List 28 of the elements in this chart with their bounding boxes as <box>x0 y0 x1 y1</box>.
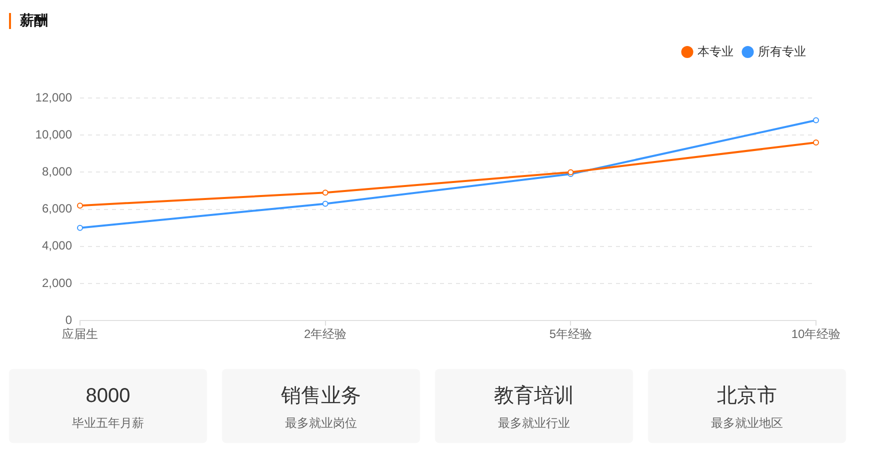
text: 教育培训 <box>493 384 575 409</box>
text: 毕业五年月薪 <box>71 415 145 431</box>
text: 最多就业岗位 <box>284 415 358 431</box>
legend-label: 所有专业 <box>758 44 806 58</box>
x-tick-label: 5年经验 <box>549 327 592 342</box>
point <box>813 117 819 124</box>
y-tick-label: 0 <box>65 312 72 327</box>
point <box>322 200 328 207</box>
point <box>322 190 328 196</box>
point <box>77 202 83 209</box>
y-tick-label: 6,000 <box>42 202 72 216</box>
x-tick-label: 10年经验 <box>791 327 841 342</box>
point <box>77 224 83 231</box>
x-tick-label: 2年经验 <box>304 327 347 342</box>
x-tick-label: 应届生 <box>62 327 98 342</box>
y-tick-label: 4,000 <box>42 238 72 253</box>
y-tick-label: 10,000 <box>35 127 72 142</box>
y-tick-label: 12,000 <box>35 90 72 104</box>
y-tick-label: 8,000 <box>42 164 72 179</box>
y-tick-label: 2,000 <box>42 276 72 290</box>
legend-label: 本专业 <box>698 44 734 58</box>
text: 8000 <box>84 384 132 409</box>
point <box>813 140 819 146</box>
text: 销售业务 <box>280 384 362 409</box>
text: 北京市 <box>716 384 778 409</box>
text: 最多就业行业 <box>497 415 571 431</box>
chart-title: 薪酬 <box>20 11 48 29</box>
text: 最多就业地区 <box>710 415 784 431</box>
